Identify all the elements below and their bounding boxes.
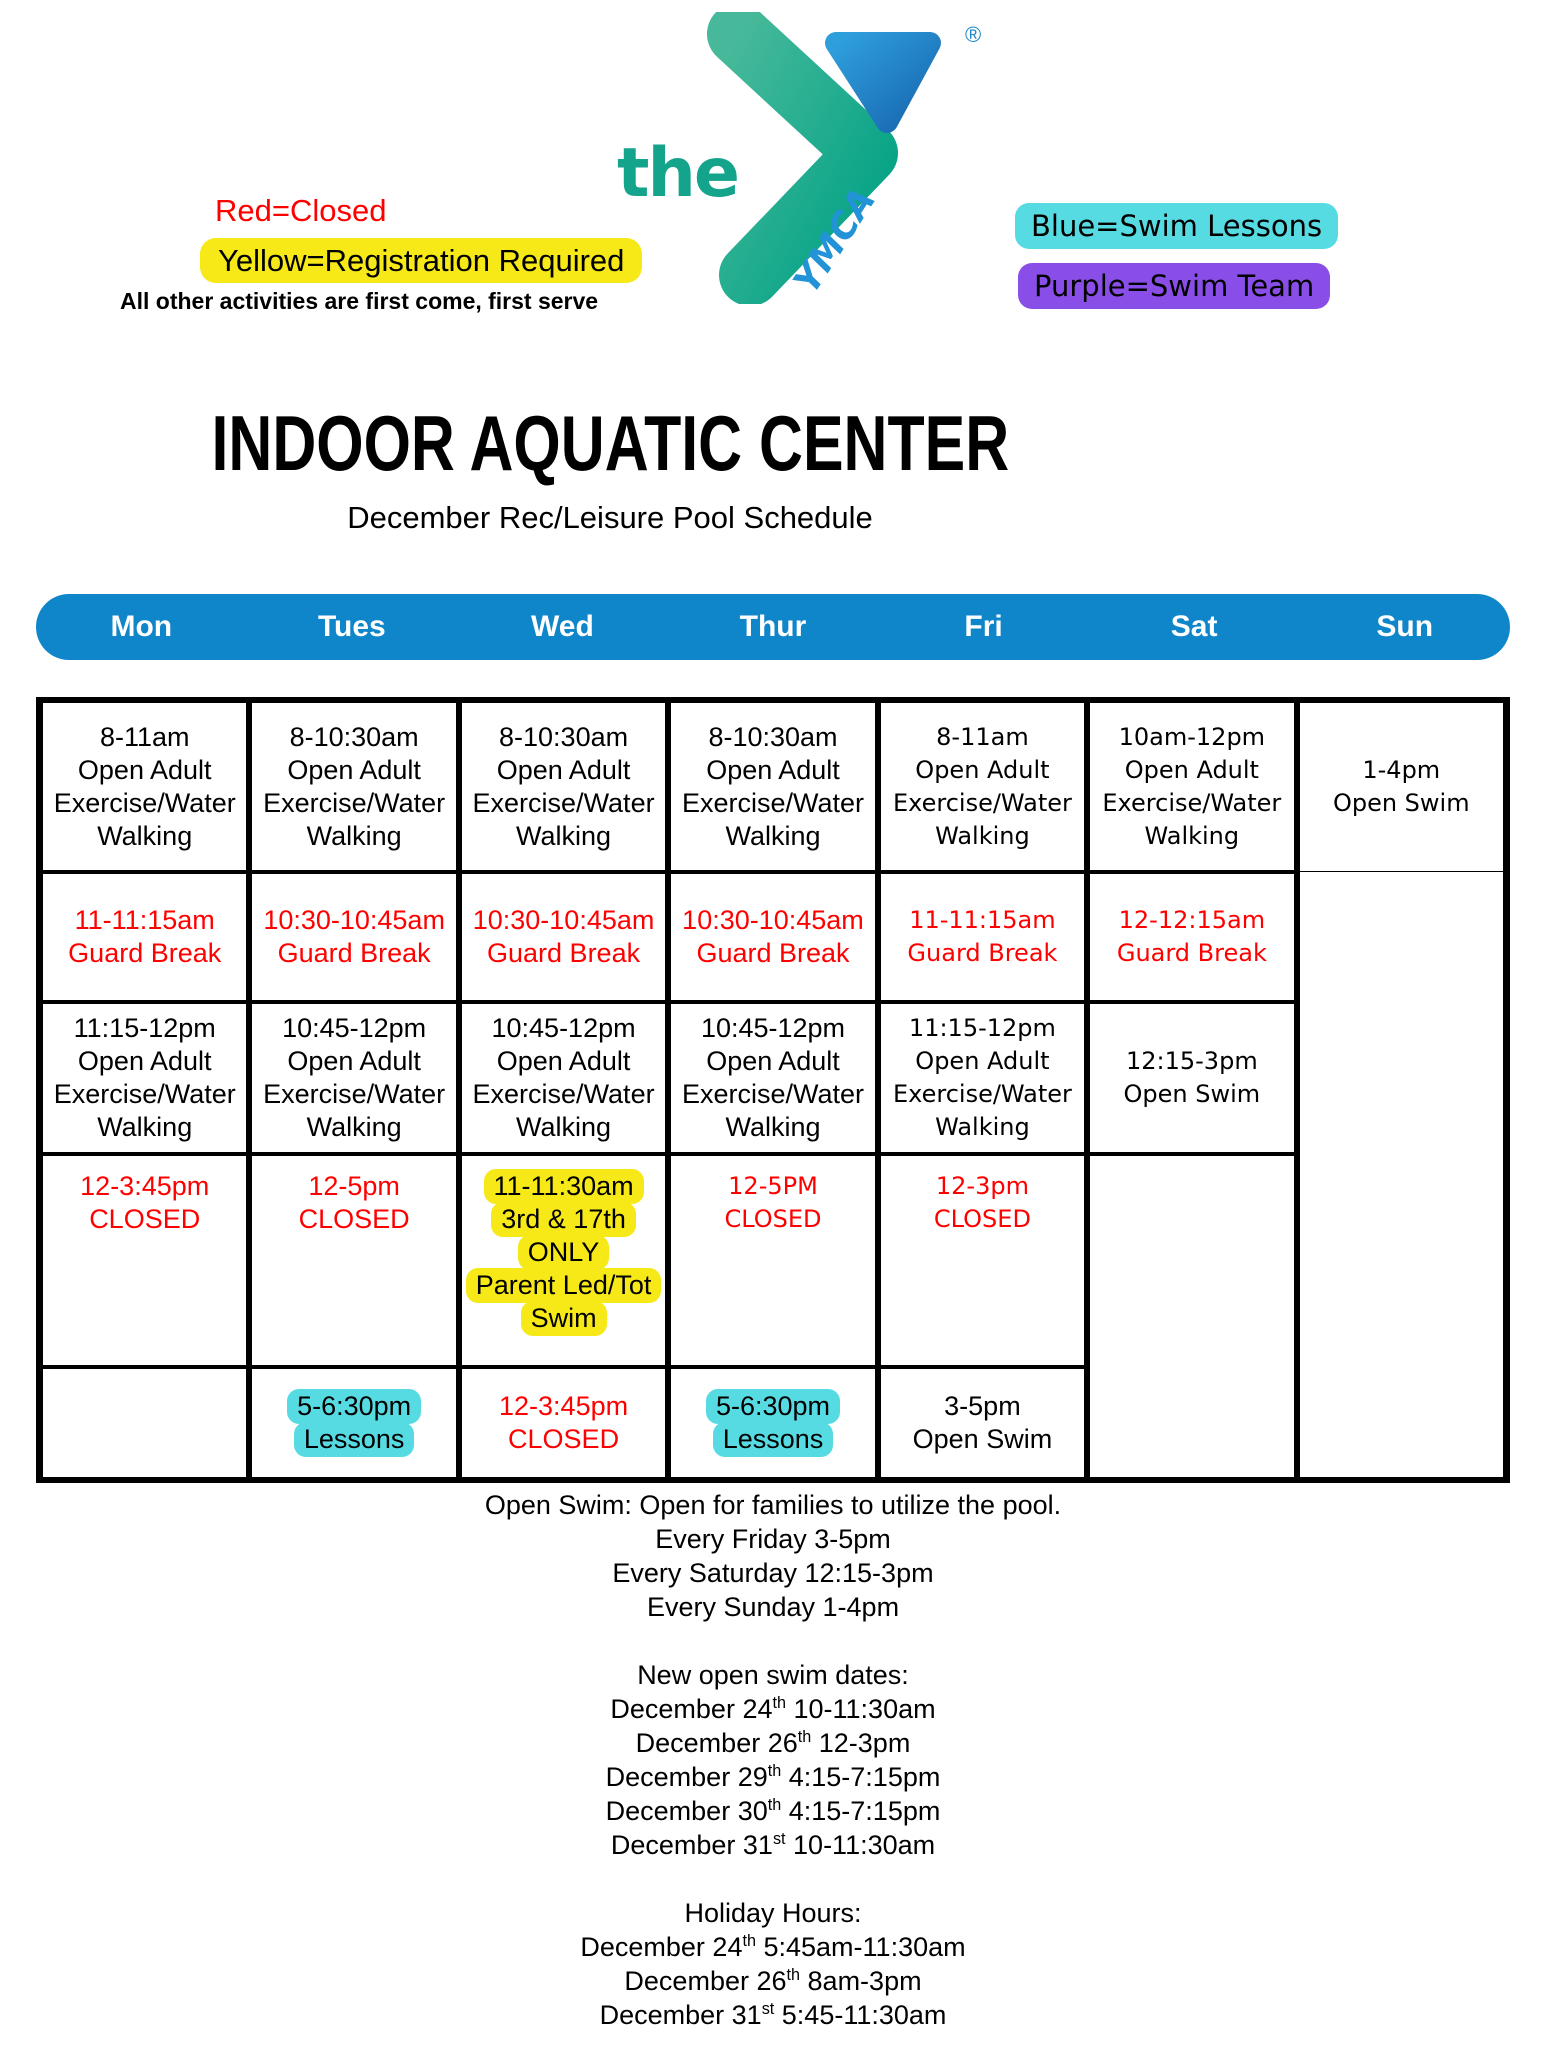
note-line: Every Friday 3-5pm [655,1524,891,1554]
cell-tues-row3: 10:45-12pm Open Adult Exercise/Water Walkin… [249,1002,459,1154]
cell-thur-row1: 8-10:30am Open Adult Exercise/Water Walking [668,701,878,872]
cell-sat-row2: 12-12:15am Guard Break [1087,872,1297,1002]
cell-tues-row2: 10:30-10:45am Guard Break [249,872,459,1002]
cell-mon-row2: 11-11:15am Guard Break [40,872,250,1002]
pool-schedule-flyer: { "logo": { "the": "the", "ymca": "YMCA"… [0,12,1510,2030]
note-line: December 26th 12-3pm [635,1728,911,1758]
cell-tues-row5: 5-6:30pm Lessons [249,1367,459,1479]
cell-sun-row1: 1-4pm Open Swim [1296,701,1506,872]
cell-wed-row1: 8-10:30am Open Adult Exercise/Water Walking [458,701,669,872]
logo-teal-chevron [707,12,898,304]
page-subtitle: December Rec/Leisure Pool Schedule [347,500,873,535]
cell-mon-row1: 8-11am Open Adult Exercise/Water Walking [40,701,250,872]
cyan-highlight: 5-6:30pm [705,1389,841,1424]
cell-tues-row4: 12-5pm CLOSED [249,1154,459,1367]
yellow-highlight: Parent Led/Tot [465,1268,662,1303]
cell-mon-row5 [40,1367,250,1479]
day-header-bar: Mon Tues Wed Thur Fri Sat Sun [36,594,1510,660]
purple-highlight: Purple=Swim Team [1018,263,1331,309]
legend-red-closed: Red=Closed [215,193,387,228]
note-line: December 30th 4:15-7:15pm [605,1796,941,1826]
cell-sun-row2 [1296,872,1506,1479]
note-line: December 24th 5:45am-11:30am [580,1932,966,1962]
cell-thur-row2: 10:30-10:45am Guard Break [668,872,878,1002]
cell-tues-row1: 8-10:30am Open Adult Exercise/Water Walking [249,701,459,872]
day-header-fri: Fri [964,610,1003,643]
cyan-highlight: Blue=Swim Lessons [1015,203,1339,249]
note-line: December 31st 5:45-11:30am [599,2000,947,2030]
cell-wed-row2: 10:30-10:45am Guard Break [458,872,669,1002]
note-line: New open swim dates: [637,1660,909,1690]
note-line: December 31st 10-11:30am [610,1830,936,1860]
registered-mark: ® [965,22,981,47]
page-title-wrap: INDOOR AQUATIC CENTER [0,398,1220,489]
logo-the-text: the [617,134,740,213]
note-line: Holiday Hours: [684,1898,862,1928]
day-header-sat: Sat [1170,610,1218,643]
cyan-highlight: 5-6:30pm [287,1389,422,1424]
cell-fri-row5: 3-5pm Open Swim [877,1367,1088,1479]
cell-fri-row2: 11-11:15am Guard Break [877,872,1088,1002]
note-line: Open Swim: Open for families to utilize … [484,1490,1062,1520]
ymca-logo: the YMCA ® [595,12,995,304]
day-header-sun: Sun [1376,610,1434,643]
legend-purple-swim-team: Purple=Swim Team [1018,263,1331,309]
cell-fri-row4: 12-3pm CLOSED [877,1154,1088,1367]
cell-thur-row5: 5-6:30pm Lessons [668,1367,878,1479]
cell-thur-row4: 12-5PM CLOSED [668,1154,878,1367]
day-header-mon: Mon [110,610,173,643]
cell-sat-row1: 10am-12pm Open Adult Exercise/Water Walking [1087,701,1297,872]
note-line: December 24th 10-11:30am [610,1694,936,1724]
day-header-thur: Thur [739,610,807,643]
legend-blue-swim-lessons: Blue=Swim Lessons [1015,203,1339,249]
cell-wed-row5: 12-3:45pm CLOSED [458,1367,669,1479]
legend-yellow-registration: Yellow=Registration Required [200,238,643,283]
cell-mon-row3: 11:15-12pm Open Adult Exercise/Water Walkin… [40,1002,250,1154]
note-block-2: Holiday Hours: December 24th 5:45am-11:30… [36,1896,1510,2032]
cell-thur-row3: 10:45-12pm Open Adult Exercise/Water Walkin… [668,1002,878,1154]
cyan-highlight: Lessons [712,1422,834,1457]
note-line: Every Saturday 12:15-3pm [612,1558,934,1588]
yellow-highlight: Yellow=Registration Required [200,238,643,283]
yellow-highlight: 11-11:30am [483,1169,644,1204]
note-block-0: Open Swim: Open for families to utilize … [36,1488,1510,1624]
ymca-y-icon: YMCA ® [707,12,981,304]
cell-wed-row3: 10:45-12pm Open Adult Exercise/Water Walkin… [458,1002,669,1154]
note-line: December 29th 4:15-7:15pm [605,1762,941,1792]
cell-fri-row3: 11:15-12pm Open Adult Exercise/Water Walkin… [877,1002,1088,1154]
cell-wed-row4: 11-11:30am 3rd & 17th ONLY Parent Led/Tot Sw… [458,1154,669,1367]
legend-first-come-note: All other activities are first come, fir… [120,288,599,314]
note-line: December 26th 8am-3pm [624,1966,922,1996]
cell-fri-row1: 8-11am Open Adult Exercise/Water Walking [877,701,1088,872]
cell-mon-row4: 12-3:45pm CLOSED [40,1154,250,1367]
day-header-tues: Tues [317,610,386,643]
schedule-grid: 8-11am Open Adult Exercise/Water Walking 8-1… [36,697,1510,1483]
day-header-wed: Wed [531,610,594,643]
notes-section: Open Swim: Open for families to utilize … [36,1488,1510,2066]
cell-sat-row3: 12:15-3pm Open Swim [1087,1002,1297,1154]
page-title: INDOOR AQUATIC CENTER [211,399,1009,487]
yellow-highlight: Swim [520,1301,607,1336]
note-block-1: New open swim dates: December 24th 10-11:… [36,1658,1510,1862]
yellow-highlight: ONLY [517,1235,610,1270]
note-line: Every Sunday 1-4pm [646,1592,900,1622]
yellow-highlight: 3rd & 17th [491,1202,636,1237]
cell-sat-row4 [1087,1154,1297,1479]
cyan-highlight: Lessons [293,1422,415,1457]
logo-blue-triangle [825,32,941,133]
